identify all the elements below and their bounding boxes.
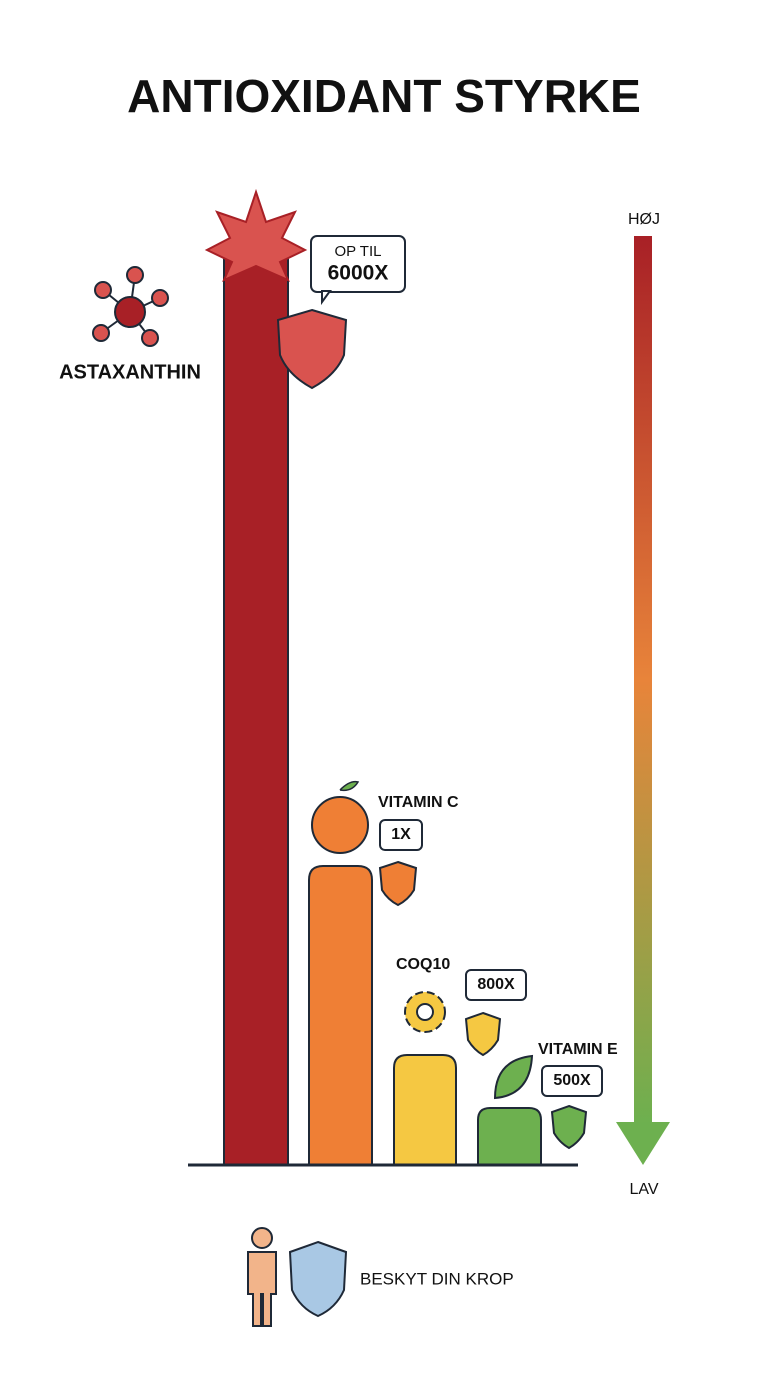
shield-icon [276, 308, 348, 390]
person-icon [247, 1227, 277, 1327]
shield-icon [464, 1011, 502, 1057]
callout-value: 6000X [328, 262, 389, 285]
bar [477, 1107, 542, 1166]
shield-icon [288, 1240, 348, 1318]
title: ANTIOXIDANT STYRKE [127, 70, 641, 122]
bar [393, 1054, 457, 1166]
callout [310, 235, 406, 293]
orange-icon [311, 796, 369, 854]
item-name: ASTAXANTHIN [59, 361, 201, 383]
item-name: COQ10 [396, 956, 450, 973]
bar [223, 254, 289, 1166]
item-name: VITAMIN E [538, 1041, 618, 1058]
scale-arrow [616, 1122, 670, 1165]
molecule-icon [92, 266, 169, 347]
callout [465, 969, 527, 1001]
callout [541, 1065, 603, 1097]
burst-icon [204, 188, 308, 282]
shield-icon [378, 860, 418, 907]
scale-low: LAV [629, 1181, 658, 1198]
scale-high: HØJ [628, 211, 660, 228]
callout-value: 1X [391, 826, 411, 843]
leaf-icon [339, 780, 360, 792]
callout-prefix: OP TIL [335, 243, 382, 260]
item-name: VITAMIN C [378, 794, 459, 811]
gear-hole [416, 1003, 434, 1021]
shield-icon [550, 1104, 588, 1150]
bar [308, 865, 373, 1166]
footer-text: BESKYT DIN KROP [360, 1269, 514, 1288]
scale-bar [634, 236, 652, 1124]
callout-tail [321, 290, 332, 306]
callout-value: 500X [553, 1072, 591, 1089]
callout [379, 819, 423, 851]
callout-value: 800X [477, 976, 515, 993]
leaf-icon [493, 1054, 534, 1100]
